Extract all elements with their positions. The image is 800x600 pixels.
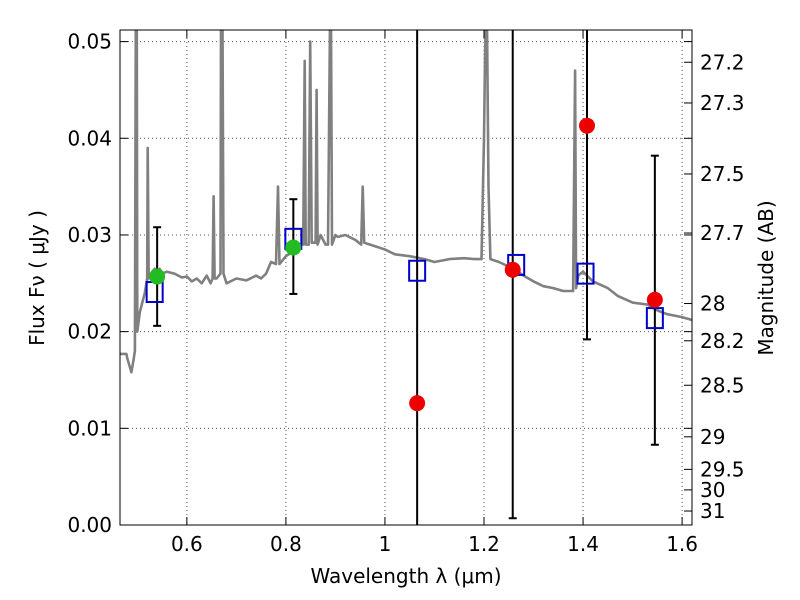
y-tick-label: 0.03 [67, 223, 112, 247]
x-tick-label: 1.2 [468, 532, 500, 556]
magnitude-tick-label: 29.5 [700, 457, 745, 481]
nondetection-point [504, 261, 521, 278]
magnitude-tick-label: 27.5 [700, 162, 745, 186]
model-point [645, 307, 664, 330]
model-point [408, 259, 427, 282]
y-tick-label: 0.04 [67, 126, 112, 150]
magnitude-tick-label: 30 [700, 478, 725, 502]
y-tick-label: 0.02 [67, 320, 112, 344]
y-tick-label: 0.01 [67, 416, 112, 440]
magnitude-tick-label: 31 [700, 499, 725, 523]
magnitude-tick-label: 28.2 [700, 329, 745, 353]
y-axis-title: Flux Fν ( μJy ) [25, 210, 49, 346]
x-axis-title: Wavelength λ (μm) [310, 564, 501, 588]
axis-ticks: 0.00 0.01 0.02 0.03 0.04 0.05 0.6 0.8 1 1.2 1.4 1.6… [67, 30, 744, 556]
magnitude-tick-label: 27.7 [700, 221, 745, 245]
plot-frame [119, 29, 693, 526]
x-tick-label: 1.6 [666, 532, 698, 556]
model-point [576, 262, 595, 285]
x-tick-label: 0.8 [270, 532, 302, 556]
magnitude-axis-title: Magnitude (AB) [754, 200, 778, 355]
x-tick-label: 0.6 [171, 532, 203, 556]
nondetection-point [579, 117, 596, 134]
magnitude-tick-label: 28 [700, 292, 725, 316]
y-tick-label: 0.00 [67, 513, 112, 537]
nondetection-point [646, 291, 663, 308]
x-tick-label: 1.4 [567, 532, 599, 556]
detection-point [285, 239, 302, 256]
magnitude-tick-label: 29 [700, 425, 725, 449]
y-tick-label: 0.05 [67, 30, 112, 54]
x-tick-label: 1 [379, 532, 392, 556]
detection-point [149, 268, 166, 285]
plot-area [120, 30, 692, 525]
magnitude-tick-label: 27.3 [700, 91, 745, 115]
nondetection-point [409, 395, 426, 412]
magnitude-tick-label: 27.2 [700, 50, 745, 74]
magnitude-tick-label: 28.5 [700, 373, 745, 397]
